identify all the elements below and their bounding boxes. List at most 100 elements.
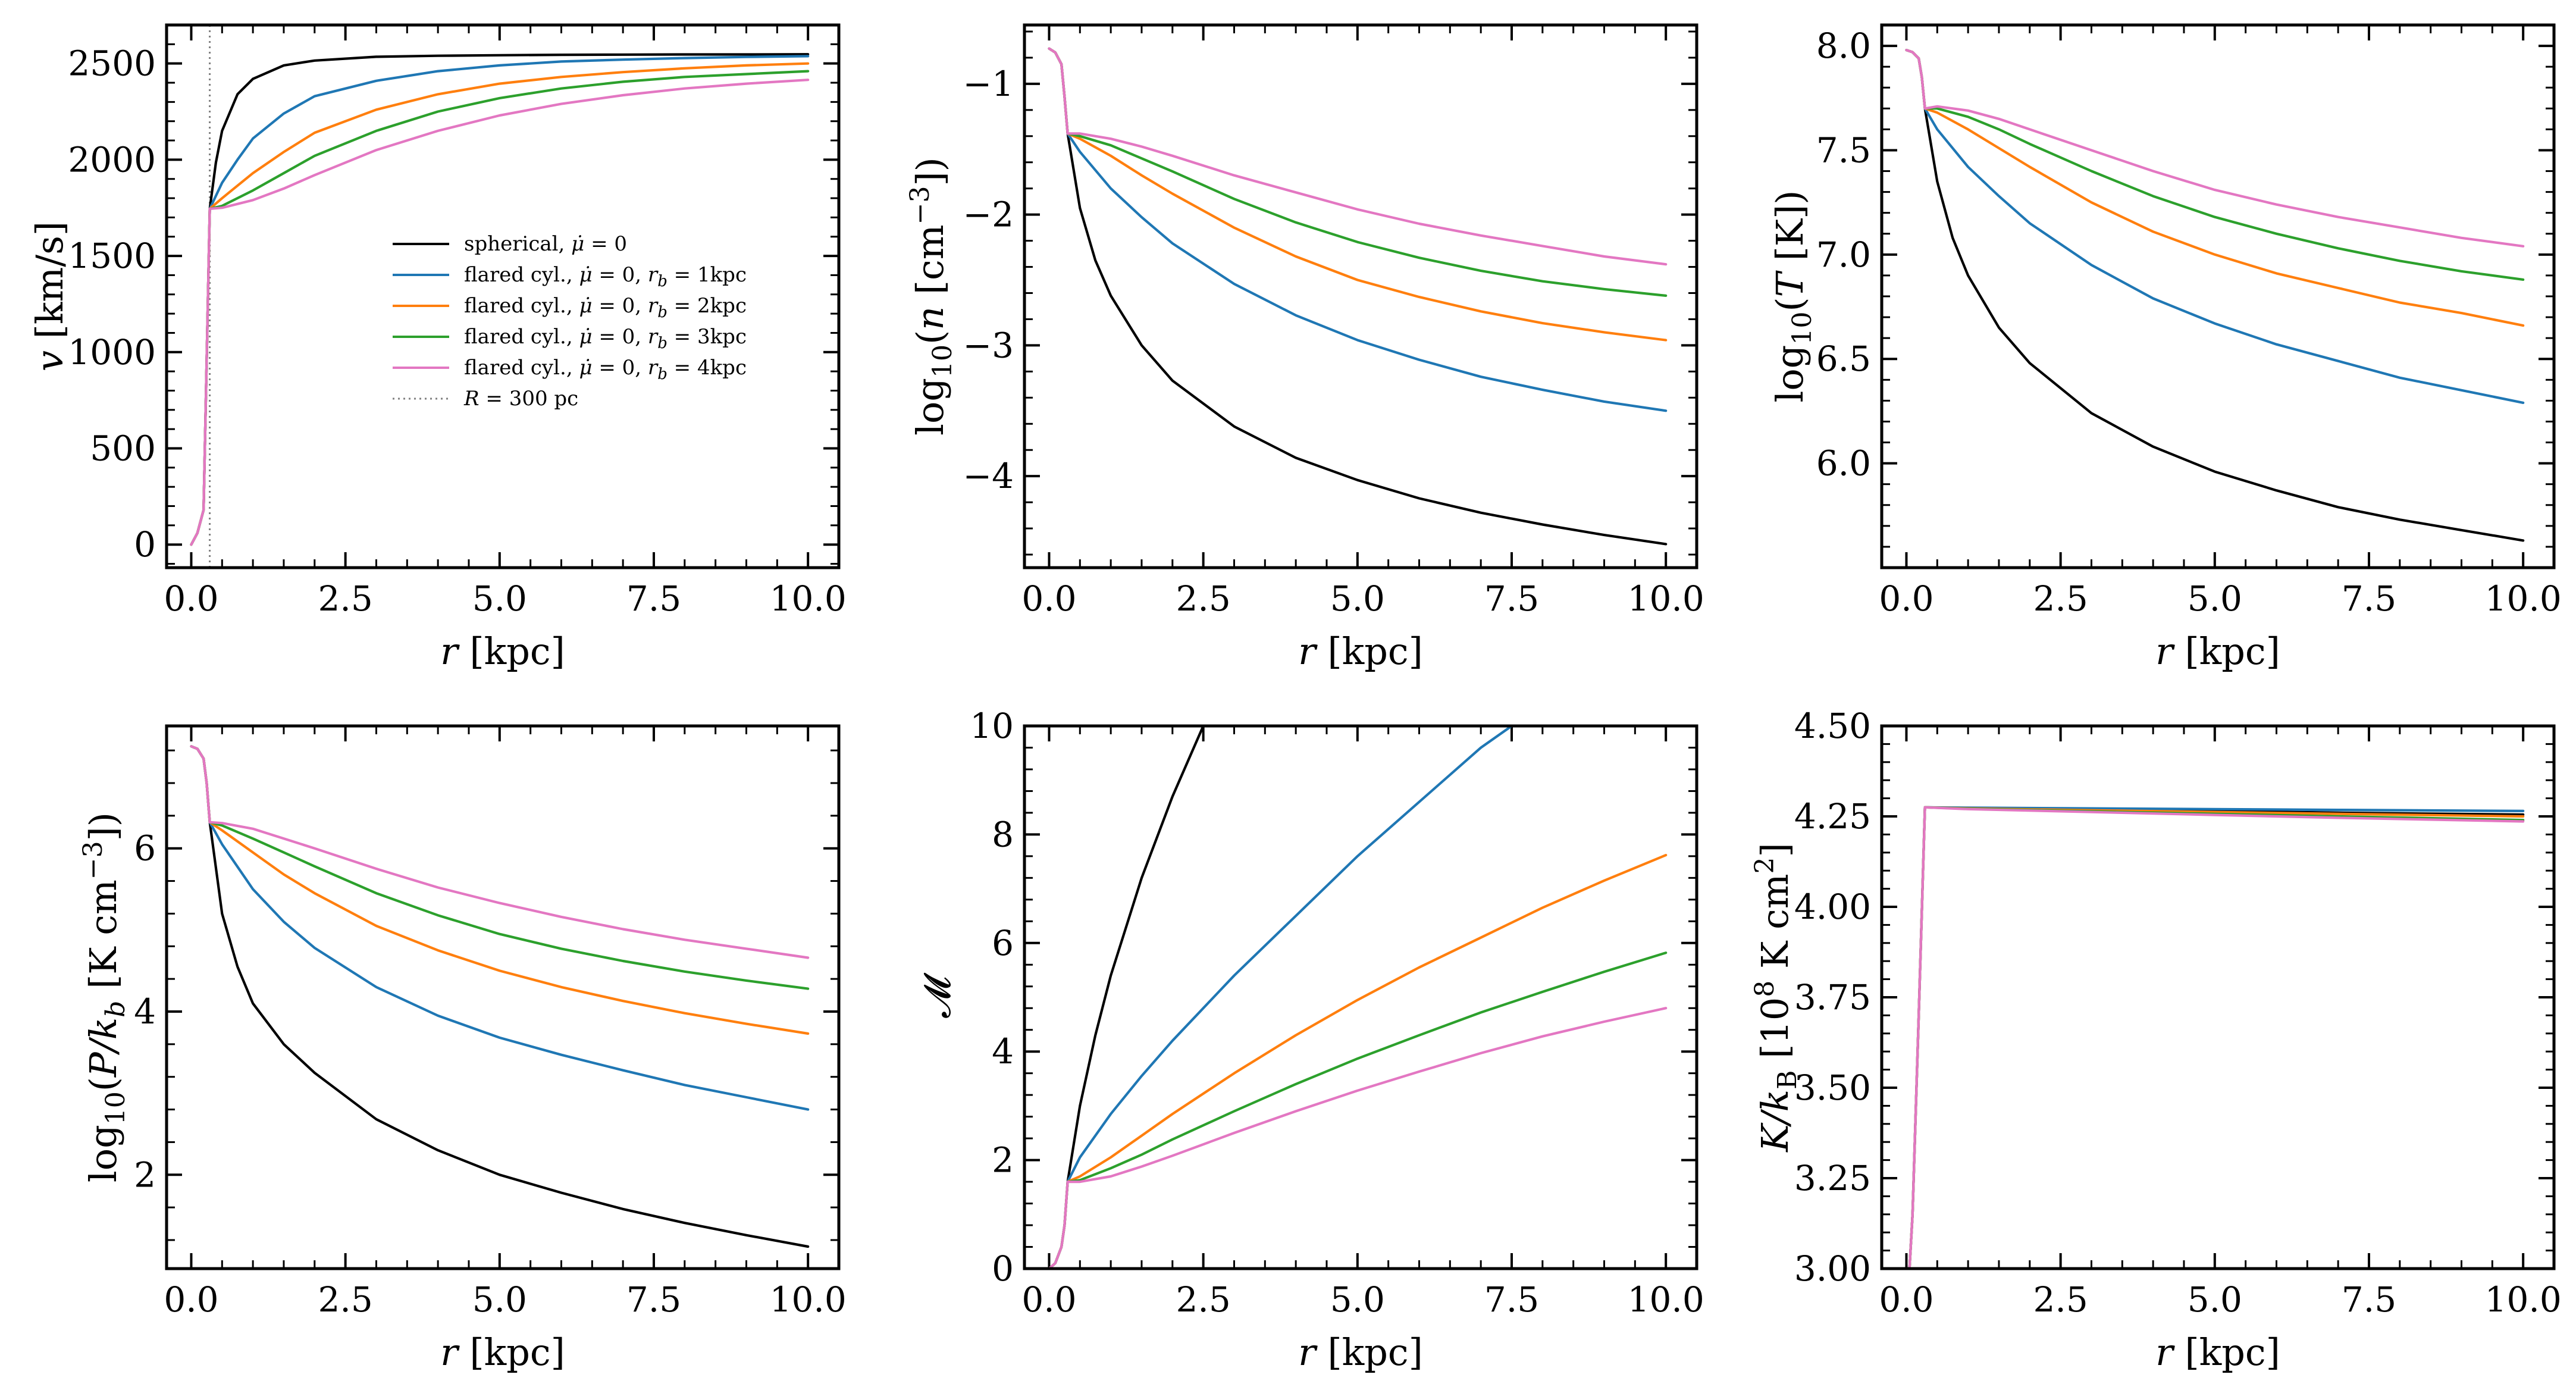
plot-frame: [165, 23, 841, 569]
series-line-rb-2kpc: [1048, 47, 1668, 342]
series-line-rb-1kpc: [1048, 726, 1513, 1269]
x-tick-label: 0.0: [164, 1279, 218, 1320]
series-line-rb-1kpc: [1905, 49, 2525, 404]
x-tick-label: 0.0: [1879, 578, 1933, 619]
series-line-rb-3kpc: [190, 745, 810, 990]
y-tick-label: 4: [992, 1031, 1014, 1072]
x-tick-label: 5.0: [2188, 578, 2242, 619]
series-line-rb-3kpc: [1048, 47, 1668, 297]
y-tick-label: −2: [963, 195, 1014, 235]
legend-label: flared cyl., μ̇ = 0, rb = 1kpc: [464, 263, 747, 290]
legend-label: spherical, μ̇ = 0: [464, 232, 627, 256]
series-line-spherical: [1048, 726, 1205, 1269]
series-line-rb-1kpc: [1048, 47, 1668, 412]
series-line-rb-3kpc: [1905, 49, 2525, 281]
y-tick-label: 6.0: [1816, 443, 1871, 484]
legend-label: R = 300 pc: [463, 387, 578, 411]
plot-frame: [1880, 23, 2556, 569]
x-tick-label: 7.5: [1484, 1279, 1539, 1320]
y-tick-label: 8.0: [1816, 26, 1871, 66]
plot-frame: [1880, 724, 2556, 1270]
panel-5: 0.0 2.5 5.0 7.5 10.0 0 2 4 6 8 10 r [kpc] 𝓜: [916, 706, 1704, 1374]
plot-frame: [1023, 724, 1698, 1270]
x-tick-label: 0.0: [1021, 1279, 1076, 1320]
series-line-rb-4kpc: [190, 745, 810, 959]
y-tick-label: 500: [90, 428, 156, 468]
plot-frame: [1023, 23, 1698, 569]
y-axis-label: K/kB [108 K cm2]: [1750, 843, 1803, 1152]
y-tick-label: 10: [970, 706, 1014, 746]
y-tick-label: 3.00: [1794, 1248, 1871, 1289]
x-tick-label: 10.0: [2485, 578, 2562, 619]
series-line-rb-2kpc: [190, 745, 810, 1035]
y-tick-label: 1000: [68, 332, 156, 372]
x-tick-label: 2.5: [318, 1279, 373, 1320]
plot-frame: [165, 724, 841, 1270]
y-axis-label: log10(P/kb [K cm−3]): [78, 812, 131, 1182]
series-line-rb-4kpc: [1905, 49, 2525, 248]
x-tick-label: 5.0: [472, 578, 527, 619]
y-tick-label: 6: [134, 828, 156, 869]
y-tick-label: 2000: [68, 139, 156, 180]
x-tick-label: 2.5: [2033, 1279, 2088, 1320]
x-tick-label: 7.5: [1484, 578, 1539, 619]
y-tick-label: 0: [992, 1248, 1014, 1289]
y-tick-label: 2: [134, 1154, 156, 1195]
series-line-rb-1kpc: [190, 745, 810, 1111]
x-tick-label: 7.5: [626, 578, 681, 619]
series-line-spherical: [1905, 49, 2525, 542]
x-tick-label: 10.0: [770, 578, 847, 619]
y-tick-label: −4: [963, 456, 1014, 496]
series-line-rb-4kpc: [1908, 806, 2525, 1269]
x-tick-label: 2.5: [318, 578, 373, 619]
series-line-rb-1kpc: [1908, 806, 2525, 1269]
y-tick-label: 3.50: [1794, 1067, 1871, 1108]
x-tick-label: 10.0: [770, 1279, 847, 1320]
legend-label: flared cyl., μ̇ = 0, rb = 3kpc: [464, 325, 747, 352]
x-tick-label: 5.0: [1330, 578, 1385, 619]
series-line-rb-3kpc: [1908, 806, 2525, 1269]
series-line-rb-4kpc: [190, 79, 810, 546]
x-tick-label: 7.5: [2342, 578, 2396, 619]
panel-6: 0.0 2.5 5.0 7.5 10.0 3.00 3.25 3.50 3.75 4.00 4.25…: [1750, 706, 2562, 1374]
x-axis-label: r [kpc]: [2155, 630, 2280, 673]
series-line-spherical: [1048, 47, 1668, 546]
x-tick-label: 10.0: [1628, 578, 1704, 619]
y-tick-label: 2500: [68, 43, 156, 84]
y-tick-label: 4.25: [1794, 796, 1871, 837]
y-tick-label: 7.5: [1816, 130, 1871, 170]
series-line-rb-4kpc: [1048, 47, 1668, 266]
x-tick-label: 0.0: [164, 578, 218, 619]
y-tick-label: 6: [992, 923, 1014, 963]
x-axis-label: r [kpc]: [440, 630, 565, 673]
x-tick-label: 10.0: [1628, 1279, 1704, 1320]
x-axis-label: r [kpc]: [440, 1330, 565, 1374]
y-tick-label: 1500: [68, 236, 156, 276]
y-tick-label: 4.50: [1794, 706, 1871, 746]
x-tick-label: 0.0: [1879, 1279, 1933, 1320]
y-tick-label: 6.5: [1816, 339, 1871, 379]
y-tick-label: 4.00: [1794, 887, 1871, 927]
panel-2: 0.0 2.5 5.0 7.5 10.0 −4 −3 −2 −1 r [kpc] log10(n […: [905, 23, 1704, 673]
x-tick-label: 5.0: [2188, 1279, 2242, 1320]
series-line-spherical: [190, 745, 810, 1248]
y-tick-label: 3.75: [1794, 977, 1871, 1018]
y-axis-label: v [km/s]: [28, 221, 71, 371]
y-axis-label: log10(n [cm−3]): [905, 157, 958, 436]
x-tick-label: 7.5: [2342, 1279, 2396, 1320]
y-tick-label: 4: [134, 991, 156, 1032]
y-tick-label: −3: [963, 325, 1014, 365]
panel-4: 0.0 2.5 5.0 7.5 10.0 2 4 6 r [kpc] log10(P/kb [K …: [78, 724, 847, 1374]
y-tick-label: 3.25: [1794, 1158, 1871, 1198]
y-axis-label: log10(T [K]): [1768, 190, 1817, 402]
legend-label: flared cyl., μ̇ = 0, rb = 2kpc: [464, 294, 747, 321]
y-tick-label: 7.0: [1816, 234, 1871, 275]
y-tick-label: 8: [992, 814, 1014, 854]
x-tick-label: 10.0: [2485, 1279, 2562, 1320]
x-tick-label: 2.5: [2033, 578, 2088, 619]
x-axis-label: r [kpc]: [1298, 630, 1423, 673]
legend: spherical, μ̇ = 0 flared cyl., μ̇ = 0, rb…: [393, 232, 747, 411]
legend-label: flared cyl., μ̇ = 0, rb = 4kpc: [464, 356, 747, 383]
y-tick-label: −1: [963, 64, 1014, 104]
